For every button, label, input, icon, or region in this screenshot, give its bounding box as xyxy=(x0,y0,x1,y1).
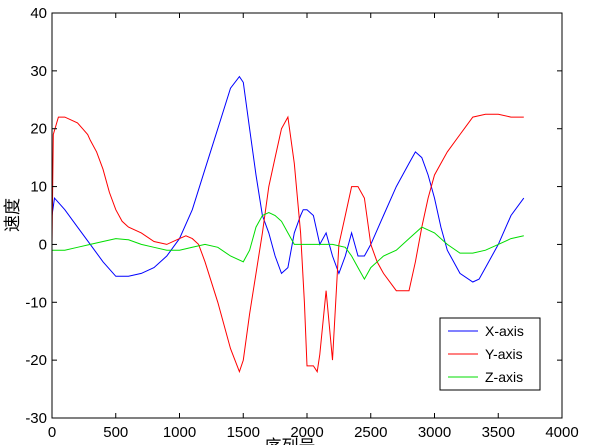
series-line-z-axis xyxy=(52,212,524,281)
x-tick-label: 500 xyxy=(103,424,128,441)
legend-label-y: Y-axis xyxy=(485,346,523,362)
legend-label-z: Z-axis xyxy=(485,369,523,385)
legend: X-axis Y-axis Z-axis xyxy=(439,317,541,391)
legend-label-x: X-axis xyxy=(485,323,524,339)
series-line-y-axis xyxy=(51,113,524,374)
y-axis-label: 速度 xyxy=(3,198,23,232)
y-tick-label: 10 xyxy=(30,179,47,196)
x-tick-label: 4000 xyxy=(545,424,578,441)
x-tick-label: 3000 xyxy=(418,424,451,441)
y-tick-label: 40 xyxy=(30,5,47,22)
x-tick-label: 0 xyxy=(48,424,56,441)
y-tick-label: -30 xyxy=(25,410,47,427)
y-tick-label: 20 xyxy=(30,121,47,138)
y-tick-label: 0 xyxy=(39,236,47,253)
x-tick-label: 1000 xyxy=(163,424,196,441)
x-axis-label: 序列号 xyxy=(265,437,316,445)
x-tick-label: 2000 xyxy=(290,424,323,441)
plot-lines xyxy=(51,75,525,374)
axis-ticks: 0 500 1000 1500 2000 2500 3000 3500 4000 -30 -20 -1… xyxy=(25,5,578,441)
y-tick-label: -10 xyxy=(25,294,47,311)
x-tick-label: 2500 xyxy=(354,424,387,441)
x-tick-label: 3500 xyxy=(482,424,515,441)
y-tick-label: 30 xyxy=(30,63,47,80)
series-line-x-axis xyxy=(51,75,525,283)
y-tick-label: -20 xyxy=(25,352,47,369)
x-tick-label: 1500 xyxy=(227,424,260,441)
